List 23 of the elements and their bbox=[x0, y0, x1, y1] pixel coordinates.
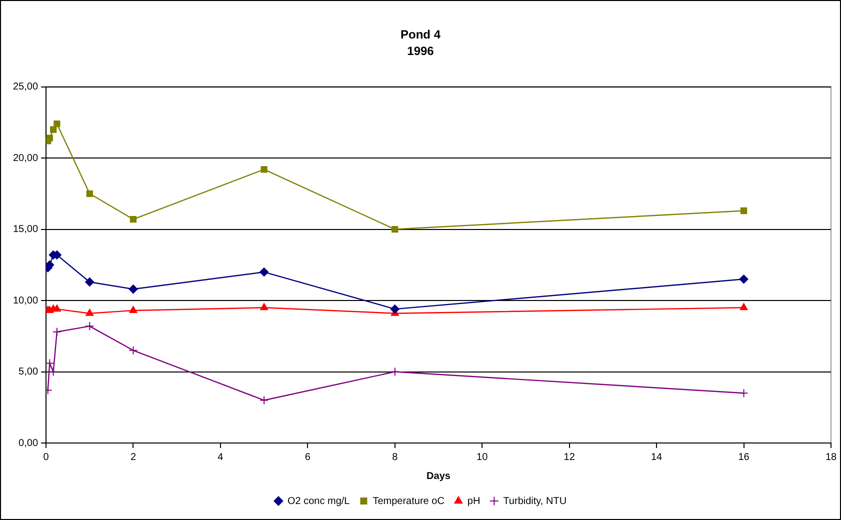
legend-label: Turbidity, NTU bbox=[503, 496, 567, 507]
x-tick-label: 0 bbox=[43, 452, 50, 463]
y-tick-label: 0,00 bbox=[18, 438, 38, 449]
legend-label: pH bbox=[467, 496, 480, 507]
x-tick-label: 16 bbox=[738, 452, 750, 463]
x-tick-label: 8 bbox=[392, 452, 398, 463]
legend-label: Temperature oC bbox=[372, 496, 444, 507]
legend-label: O2 conc mg/L bbox=[287, 496, 350, 507]
x-tick-label: 18 bbox=[825, 452, 837, 463]
x-axis-title: Days bbox=[426, 470, 451, 482]
x-tick-label: 2 bbox=[130, 452, 136, 463]
x-tick-label: 10 bbox=[476, 452, 488, 463]
x-tick-label: 6 bbox=[304, 452, 311, 463]
y-tick-label: 25,00 bbox=[12, 82, 38, 93]
chart-subtitle: 1996 bbox=[407, 44, 434, 58]
y-tick-label: 5,00 bbox=[18, 366, 38, 378]
y-tick-label: 10,00 bbox=[12, 295, 38, 306]
x-tick-label: 14 bbox=[651, 452, 663, 463]
y-tick-label: 15,00 bbox=[12, 224, 38, 236]
chart-title: Pond 4 bbox=[400, 28, 441, 42]
x-tick-label: 4 bbox=[218, 452, 224, 463]
y-tick-label: 20,00 bbox=[12, 152, 38, 164]
x-tick-label: 12 bbox=[564, 452, 576, 463]
